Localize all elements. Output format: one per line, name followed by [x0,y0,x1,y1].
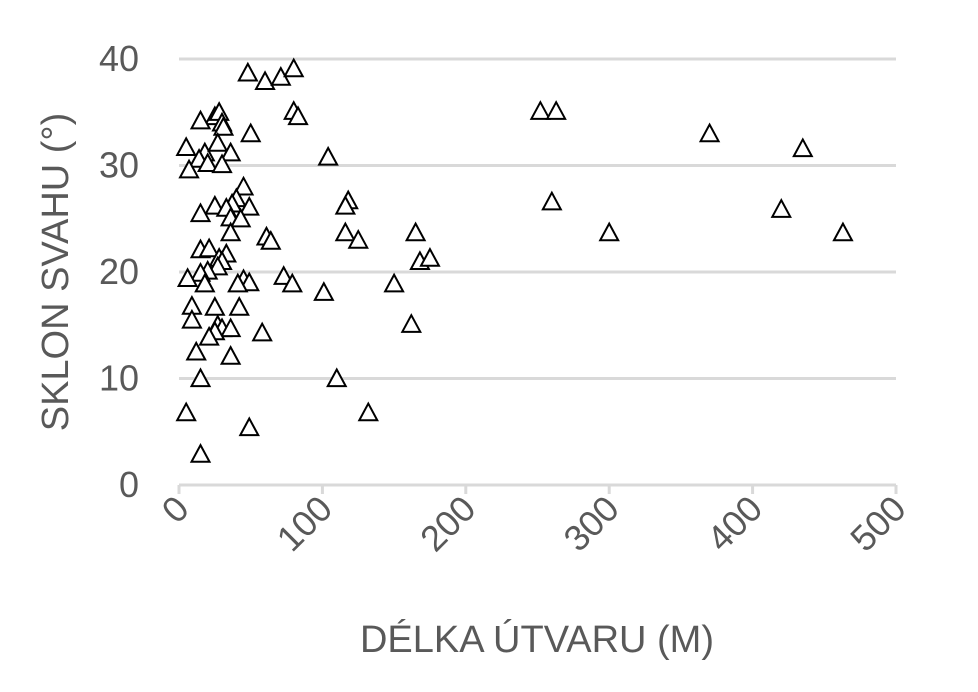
data-point-triangle [198,325,220,346]
data-point-triangle [251,321,273,342]
y-tick-label: 30 [99,145,139,186]
data-point-triangle [198,237,220,258]
y-tick-label: 0 [119,464,139,505]
data-point-triangle [194,272,216,293]
data-point-triangle [260,230,282,250]
x-tick-label: 0 [154,488,197,531]
data-point-triangle [204,194,226,215]
data-point-triangle [232,175,255,196]
data-point-triangle [189,367,212,388]
data-point-triangle [175,401,197,422]
x-axis-title: DÉLKA ÚTVARU (M) [360,618,714,661]
data-point-triangle [383,272,405,293]
y-tick-label: 20 [99,251,139,292]
data-point-triangle [792,137,814,158]
data-point-triangle [287,105,309,126]
data-point-triangle [273,265,295,285]
data-point-triangle [334,221,357,242]
data-point-triangle [545,100,567,120]
data-point-triangle [207,132,229,152]
data-point-triangle [227,272,249,293]
data-point-triangle [541,190,563,211]
data-point-triangle [219,317,242,338]
data-point-triangle [770,198,792,218]
data-point-triangle [254,70,276,91]
y-tick-label: 10 [99,358,139,399]
data-point-triangle [529,100,552,120]
data-point-triangle [357,401,379,422]
axes [177,483,898,494]
data-point-triangle [204,296,226,316]
data-point-triangle [400,313,422,333]
data-point-triangle [832,221,854,242]
data-point-triangle [326,367,348,388]
data-point-triangle [211,153,233,174]
data-point-triangle [237,61,259,82]
data-point-triangle [178,158,200,179]
data-point-triangle [334,194,357,215]
data-point-triangle [404,221,427,242]
data-point-triangle [313,281,335,301]
y-axis-title: SKLON SVAHU (°) [35,113,77,432]
data-point-triangle [240,122,262,143]
x-tick-label: 200 [412,488,483,559]
y-tick-label: 40 [99,38,139,79]
data-point-triangle [219,345,242,365]
data-point-triangle [219,141,242,162]
data-points [175,57,854,463]
x-tick-label: 500 [842,488,913,559]
data-point-triangle [189,202,212,223]
data-point-triangle [181,308,203,329]
x-tick-label: 100 [269,488,340,559]
y-tick-labels: 0 10 20 30 40 [99,38,139,505]
data-point-triangle [419,247,441,267]
data-point-triangle [283,57,305,78]
data-point-triangle [185,340,207,361]
x-tick-labels: 0 100 200 300 400 500 [154,488,914,559]
data-point-triangle [281,272,303,293]
data-point-triangle [317,145,339,166]
data-point-triangle [238,416,260,437]
data-point-triangle [176,267,199,288]
data-point-triangle [598,221,620,242]
data-point-triangle [238,195,260,216]
data-point-triangle [197,152,219,173]
data-point-triangle [189,443,212,463]
data-point-triangle [347,228,369,249]
data-point-triangle [212,116,235,136]
data-point-triangle [698,122,721,143]
gridlines [179,57,896,380]
x-tick-label: 400 [699,488,770,559]
data-point-triangle [229,207,252,228]
data-point-triangle [189,109,212,130]
data-point-triangle [175,136,197,157]
data-point-triangle [219,221,242,242]
x-tick-label: 300 [555,488,626,559]
data-point-triangle [228,296,250,316]
